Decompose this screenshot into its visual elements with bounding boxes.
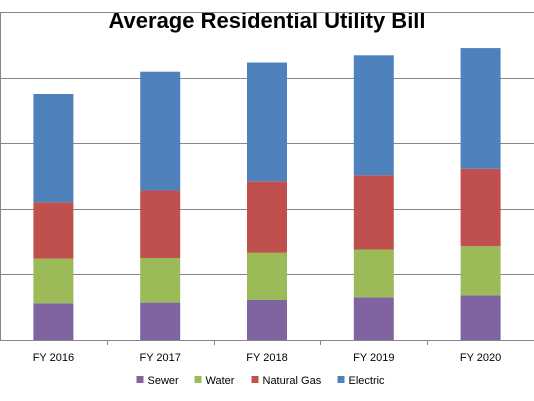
legend-label: Natural Gas <box>263 375 322 387</box>
legend-swatch <box>251 376 259 383</box>
bar-electric <box>33 94 74 203</box>
bar-natural-gas <box>353 175 394 250</box>
x-tick-label: FY 2020 <box>460 352 501 364</box>
legend-label: Sewer <box>148 375 180 387</box>
x-tick-label: FY 2016 <box>33 352 74 364</box>
legend-label: Water <box>206 375 235 387</box>
bar-electric <box>247 62 287 182</box>
bar-natural-gas <box>33 202 74 259</box>
bar-sewer <box>140 302 181 340</box>
bar-water <box>460 246 501 296</box>
bar-sewer <box>353 297 394 340</box>
bar-sewer <box>247 299 287 340</box>
x-tick-label: FY 2017 <box>140 352 181 364</box>
legend-swatch <box>194 376 202 383</box>
bar-electric <box>140 71 181 191</box>
x-tick-label: FY 2018 <box>246 352 287 364</box>
legend-label: Electric <box>349 375 386 387</box>
bar-water <box>353 249 394 298</box>
bar-water <box>247 252 287 300</box>
bar-electric <box>460 48 501 169</box>
bar-natural-gas <box>140 190 181 258</box>
bar-water <box>140 258 181 303</box>
bar-sewer <box>460 295 501 340</box>
bar-natural-gas <box>247 181 287 253</box>
bar-electric <box>353 55 394 176</box>
bar-natural-gas <box>460 168 501 247</box>
bar-water <box>33 258 74 304</box>
legend-swatch <box>337 376 345 383</box>
x-tick-label: FY 2019 <box>353 352 394 364</box>
bar-sewer <box>33 303 74 340</box>
legend-swatch <box>136 376 144 383</box>
